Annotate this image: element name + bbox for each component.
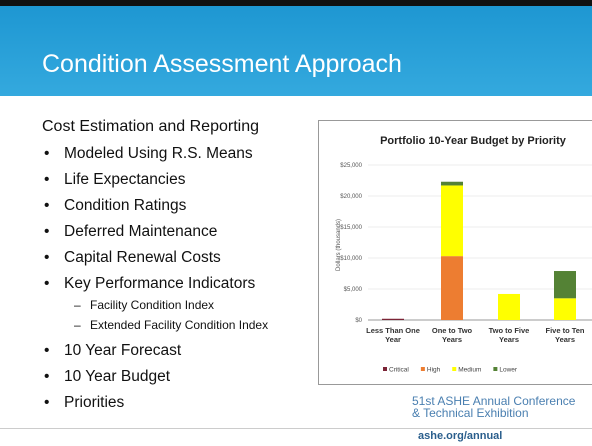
bar-segment [441, 181, 463, 186]
x-tick-label-box: Two to Five Years [488, 326, 530, 344]
conference: 51st ASHE Annual Conference [412, 394, 576, 408]
bullet-item: Deferred Maintenance [44, 223, 217, 241]
bar-segment [554, 298, 576, 320]
x-tick-label-box: Five to Ten Years [545, 326, 585, 344]
bar-segment [382, 318, 404, 320]
x-tick-label: One to Two Years [431, 326, 473, 344]
x-tick-label: Five to Ten Years [545, 326, 585, 344]
bullet-item: 10 Year Budget [44, 368, 170, 386]
y-tick-label: $20,000 [340, 194, 362, 200]
y-tick-label: $10,000 [340, 256, 362, 262]
y-tick-label: $5,000 [344, 287, 363, 293]
x-tick-label: Less Than One Year [366, 326, 420, 344]
bullet-item: Priorities [44, 394, 124, 412]
sub-item: Facility Condition Index [74, 298, 214, 312]
x-tick-label-box: Less Than One Year [366, 326, 420, 344]
y-axis-label: Dollars (thousands) [336, 219, 342, 271]
chart: Portfolio 10-Year Budget by Priority Dol… [318, 120, 592, 385]
bar-segment [554, 271, 576, 299]
legend-label: Lower [499, 367, 518, 374]
heading: Cost Estimation and Reporting [42, 118, 259, 135]
url: ashe.org/annual [418, 430, 503, 442]
title: Condition Assessment Approach [42, 50, 402, 78]
exhibition: & Technical Exhibition [412, 406, 529, 420]
bar-segment [498, 293, 520, 320]
legend-swatch [493, 367, 498, 371]
footer-line [0, 428, 592, 429]
bullet-item: Key Performance Indicators [44, 275, 255, 293]
legend-swatch [452, 367, 457, 371]
legend-label: Medium [458, 367, 481, 374]
bullet-item: Modeled Using R.S. Means [44, 145, 253, 163]
legend-swatch [383, 367, 387, 371]
bar-segment [441, 256, 463, 320]
bullet-item: Capital Renewal Costs [44, 249, 221, 267]
legend-label: Critical [389, 367, 409, 374]
bullet-item: Life Expectancies [44, 171, 185, 189]
y-tick-label: $15,000 [340, 225, 362, 231]
header: Condition Assessment Approach [0, 0, 592, 96]
y-tick-label: $25,000 [340, 163, 362, 169]
x-tick-label-box: One to Two Years [431, 326, 473, 344]
y-tick-label: $0 [355, 318, 362, 324]
bullet-item: 10 Year Forecast [44, 342, 181, 360]
chart-title: Portfolio 10-Year Budget by Priority [380, 135, 567, 147]
sub-item: Extended Facility Condition Index [74, 318, 268, 332]
legend-label: High [427, 367, 441, 374]
x-tick-label: Two to Five Years [488, 326, 530, 344]
bullet-item: Condition Ratings [44, 197, 186, 215]
legend-swatch [420, 367, 425, 371]
bar-segment [441, 185, 463, 257]
